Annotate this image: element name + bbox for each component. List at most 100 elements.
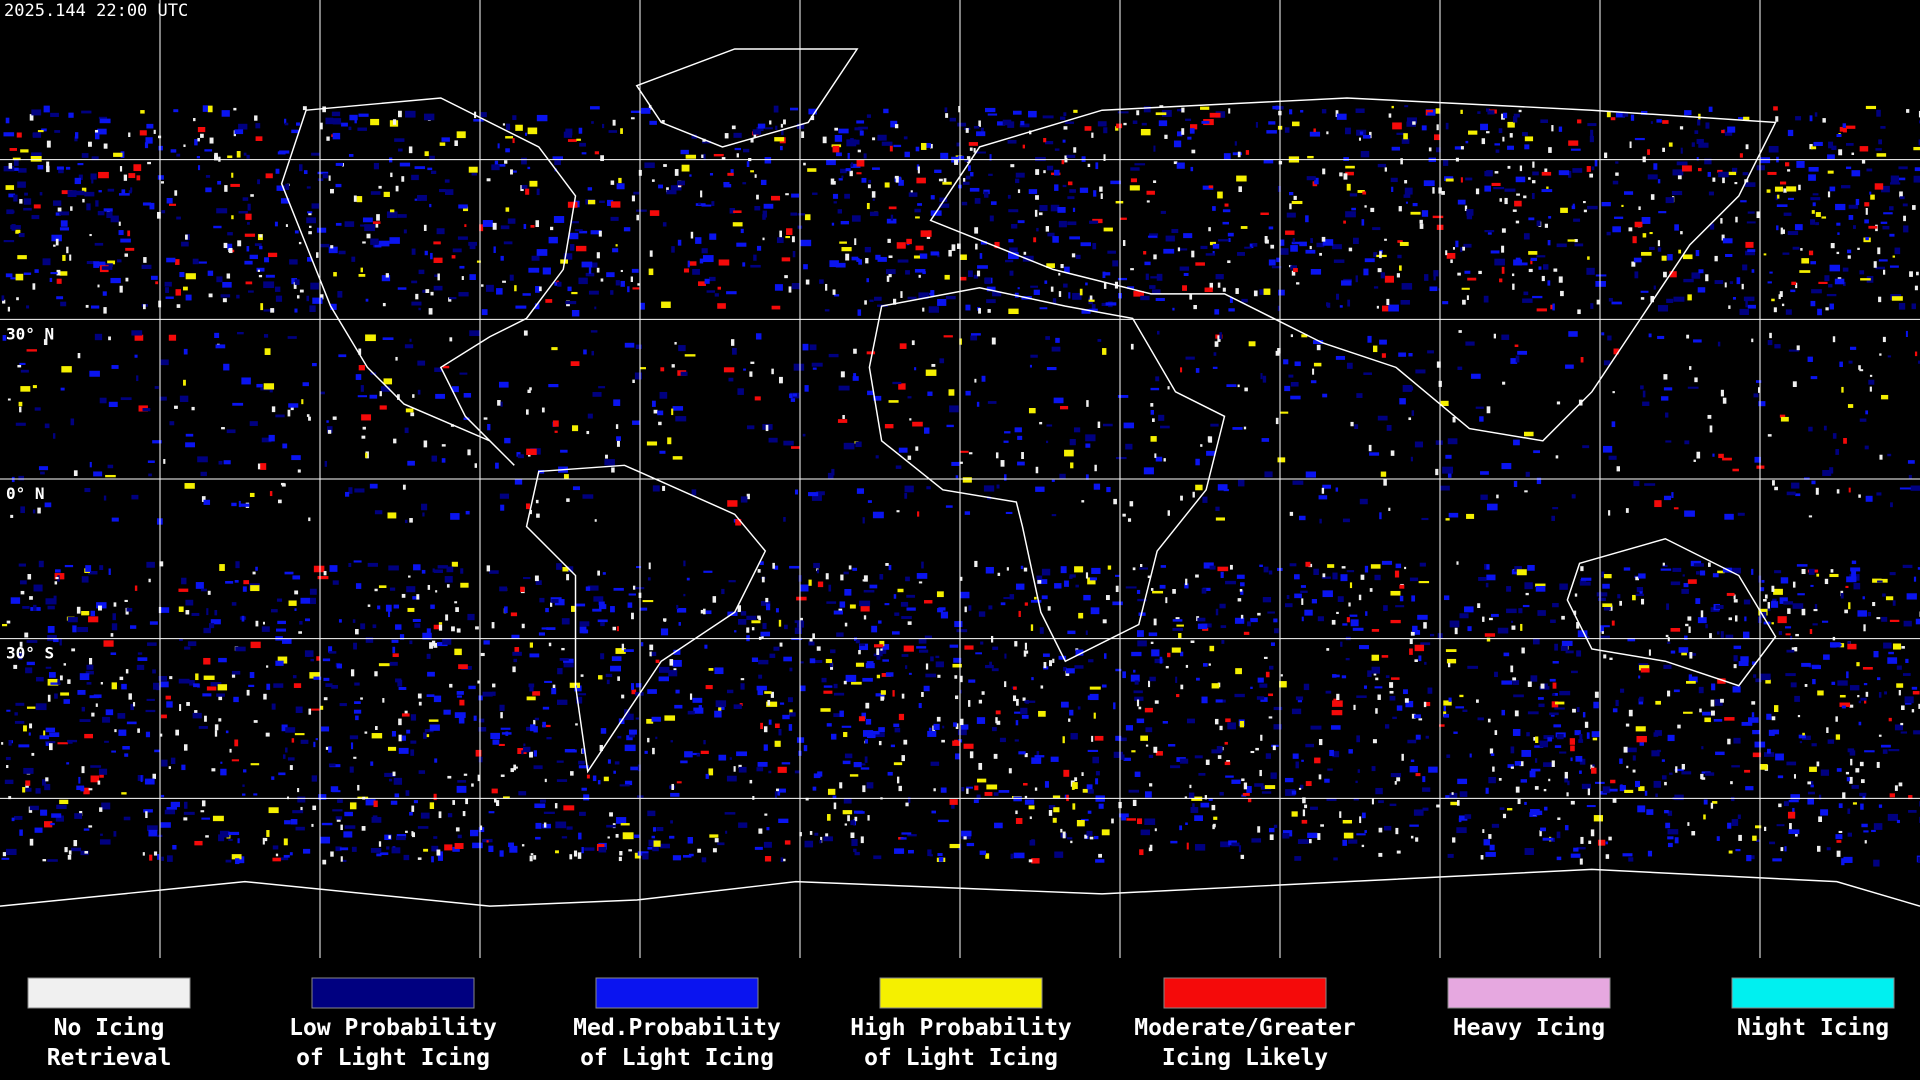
icing-pixel xyxy=(488,845,494,853)
icing-pixel xyxy=(1821,620,1829,623)
icing-pixel xyxy=(615,833,619,838)
icing-pixel xyxy=(1204,287,1213,293)
icing-pixel xyxy=(364,224,376,232)
icing-pixel xyxy=(1887,657,1898,664)
icing-pixel xyxy=(978,120,981,127)
icing-pixel xyxy=(1202,185,1214,190)
icing-pixel xyxy=(1415,837,1419,842)
icing-pixel xyxy=(228,831,240,836)
icing-pixel xyxy=(726,689,734,694)
icing-pixel xyxy=(718,705,725,710)
icing-pixel xyxy=(930,195,935,200)
icing-pixel xyxy=(32,385,37,389)
icing-pixel xyxy=(119,676,124,681)
icing-pixel xyxy=(1358,594,1362,601)
icing-pixel xyxy=(878,740,882,746)
icing-pixel xyxy=(1454,627,1458,635)
icing-pixel xyxy=(328,746,332,753)
icing-pixel xyxy=(433,836,438,839)
icing-pixel xyxy=(398,734,402,742)
icing-pixel xyxy=(1555,455,1559,459)
icing-pixel xyxy=(1046,263,1055,268)
icing-pixel xyxy=(1202,627,1209,631)
icing-pixel xyxy=(1546,186,1549,189)
icing-pixel xyxy=(1305,471,1316,478)
icing-pixel xyxy=(1241,298,1248,303)
icing-pixel xyxy=(1693,563,1704,567)
icing-pixel xyxy=(22,787,26,793)
icing-pixel xyxy=(1129,501,1134,507)
icing-pixel xyxy=(1899,191,1903,198)
icing-pixel xyxy=(914,367,917,371)
icing-pixel xyxy=(355,629,359,635)
icing-pixel xyxy=(1059,405,1069,410)
icing-pixel xyxy=(464,224,467,228)
icing-pixel xyxy=(467,613,475,621)
icing-pixel xyxy=(1237,384,1240,388)
icing-pixel xyxy=(1603,445,1613,453)
icing-pixel xyxy=(513,170,517,173)
icing-pixel xyxy=(1825,307,1829,311)
icing-pixel xyxy=(919,253,928,259)
icing-pixel xyxy=(186,702,190,706)
icing-pixel xyxy=(1831,145,1837,151)
icing-pixel xyxy=(823,836,833,842)
icing-pixel xyxy=(599,200,605,203)
icing-pixel xyxy=(515,766,518,769)
icing-pixel xyxy=(1301,334,1308,338)
icing-pixel xyxy=(428,308,433,315)
icing-pixel xyxy=(1768,729,1775,736)
icing-pixel xyxy=(1662,147,1665,152)
icing-pixel xyxy=(1115,200,1124,204)
icing-pixel xyxy=(169,676,173,680)
icing-pixel xyxy=(1353,704,1356,710)
icing-pixel xyxy=(632,379,635,384)
icing-pixel xyxy=(456,785,467,793)
icing-pixel xyxy=(436,849,441,856)
icing-pixel xyxy=(570,221,579,224)
icing-pixel xyxy=(896,510,900,513)
icing-pixel xyxy=(793,363,805,371)
icing-pixel xyxy=(850,163,861,168)
icing-pixel xyxy=(1071,253,1076,258)
icing-pixel xyxy=(266,665,269,668)
icing-pixel xyxy=(459,699,465,706)
icing-pixel xyxy=(992,646,999,650)
icing-pixel xyxy=(181,577,187,585)
icing-pixel xyxy=(1720,218,1723,224)
icing-pixel xyxy=(1153,180,1157,183)
icing-pixel xyxy=(775,608,779,613)
icing-pixel xyxy=(1443,159,1449,166)
icing-pixel xyxy=(1910,485,1920,491)
icing-pixel xyxy=(1581,577,1592,581)
icing-pixel xyxy=(732,347,737,355)
icing-pixel xyxy=(225,581,234,584)
icing-pixel xyxy=(1459,694,1464,698)
icing-pixel xyxy=(1239,588,1243,592)
icing-pixel xyxy=(1667,836,1674,840)
icing-pixel xyxy=(1205,759,1210,765)
icing-pixel xyxy=(906,238,912,245)
icing-pixel xyxy=(392,653,399,658)
icing-pixel xyxy=(322,106,326,113)
icing-pixel xyxy=(438,624,443,631)
icing-pixel xyxy=(1632,236,1637,244)
icing-pixel xyxy=(872,511,884,519)
icing-pixel xyxy=(114,729,117,733)
icing-pixel xyxy=(1808,426,1813,432)
icing-pixel xyxy=(1883,212,1893,215)
icing-pixel xyxy=(38,466,49,471)
icing-pixel xyxy=(781,762,791,765)
icing-pixel xyxy=(624,713,634,721)
icing-pixel xyxy=(1548,147,1552,153)
icing-pixel xyxy=(155,281,159,285)
icing-pixel xyxy=(455,607,459,612)
icing-pixel xyxy=(358,273,366,277)
icing-pixel xyxy=(1336,113,1347,120)
icing-pixel xyxy=(672,659,682,667)
icing-pixel xyxy=(1792,603,1804,609)
icing-pixel xyxy=(1062,736,1065,744)
icing-pixel xyxy=(729,757,732,760)
icing-pixel xyxy=(1172,627,1183,631)
icing-pixel xyxy=(101,802,111,810)
